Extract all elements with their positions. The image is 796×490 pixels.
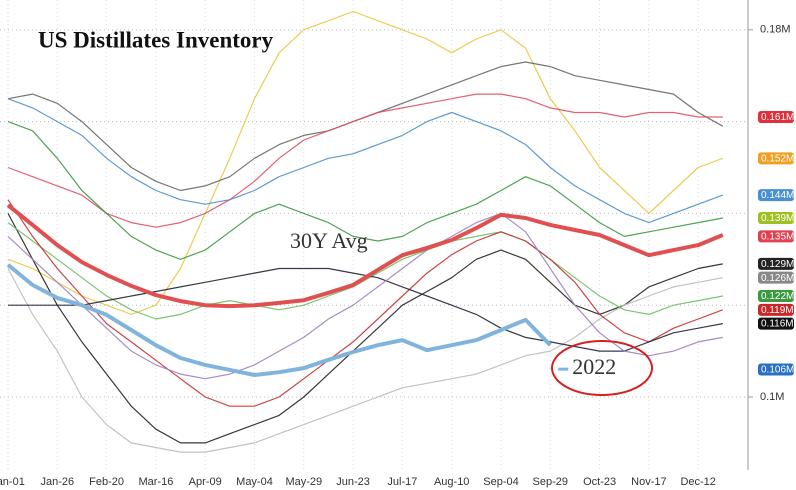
x-tick-label: Aug-10 [434,476,469,488]
value-tag [758,257,794,270]
y-tick-label: 0.18M [760,24,791,36]
series-annotation: 2022 [572,354,616,379]
year-line [7,199,724,407]
year-line [7,121,723,260]
chart-title: US Distillates Inventory [38,27,274,52]
value-tag [758,363,794,376]
value-tag [758,303,794,316]
x-tick-label: Oct-23 [583,476,616,488]
highlight-ellipse [551,340,653,396]
year-line [7,98,724,224]
year-line [7,268,723,453]
value-tag-label: 0.106M [761,365,794,376]
x-tick-label: Feb-20 [89,476,124,488]
labels: 0.1M 0.18M Jan-01 Jan-26 Feb-20 Mar-16 Apr-09 M… [0,24,794,488]
value-tag-label: 0.139M [761,213,794,224]
value-tag-label: 0.161M [761,112,794,123]
value-tag-label: 0.135M [761,232,794,243]
highlight-line [6,263,552,377]
highlight-line [6,203,724,309]
y-tick-label: 0.1M [760,391,784,403]
year-line [7,222,723,320]
year-line [7,212,723,380]
x-tick-label: Dec-12 [680,476,715,488]
x-tick-label: Jan-26 [40,476,74,488]
value-tag [758,230,794,243]
x-tick-label: Apr-09 [189,476,222,488]
x-tick-label: Jan-01 [0,476,25,488]
x-tick-label: May-29 [285,476,322,488]
value-tag-label: 0.122M [761,291,794,302]
value-tag [758,111,794,124]
x-tick-label: Jul-17 [387,476,417,488]
value-tag-label: 0.152M [761,153,794,164]
value-tag [758,290,794,303]
x-tick-label: May-04 [236,476,273,488]
lines [6,10,724,453]
value-tag [758,189,794,202]
x-tick-label: Sep-29 [533,476,568,488]
value-tag-label: 0.144M [761,190,794,201]
value-tag [758,271,794,284]
x-tick-label: Mar-16 [138,476,173,488]
value-tag [758,212,794,225]
value-tag-label: 0.126M [761,273,794,284]
x-tick-label: Nov-17 [631,476,666,488]
x-tick-label: Sep-04 [483,476,518,488]
x-tick-label: Jun-23 [336,476,370,488]
value-tag [758,152,794,165]
year-line [7,213,723,444]
value-tag-label: 0.116M [761,319,794,330]
value-tag-label: 0.119M [761,305,794,316]
value-tag-label: 0.129M [761,259,794,270]
value-tag [758,317,794,330]
year-line [7,93,723,228]
year-line [7,10,724,315]
series-annotation: 30Y Avg [290,228,368,253]
